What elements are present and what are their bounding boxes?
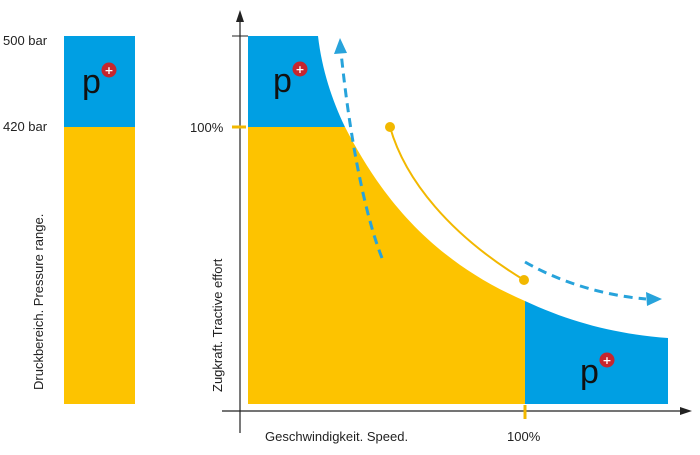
chart-axes: [222, 10, 692, 433]
high-pressure-area-top: [248, 36, 345, 127]
arrow-right-head-icon: [646, 292, 662, 306]
pressure-plus-icon: p +: [82, 62, 117, 101]
y-axis-arrow-icon: [236, 10, 244, 22]
x-axis-label: Geschwindigkeit. Speed.: [265, 429, 408, 444]
pressure-420-label: 420 bar: [3, 119, 48, 134]
y-axis-label: Zugkraft. Tractive effort: [210, 258, 225, 392]
curve-start-dot: [385, 122, 395, 132]
svg-text:p: p: [82, 63, 101, 101]
svg-text:p: p: [580, 353, 599, 391]
svg-text:+: +: [104, 64, 113, 77]
arrow-up-head-icon: [334, 38, 347, 54]
pressure-plus-icon: p +: [580, 352, 615, 391]
pressure-range-axis-label: Druckbereich. Pressure range.: [31, 214, 46, 390]
arrow-right-dashed: [524, 260, 647, 301]
high-pressure-area-right: [525, 301, 668, 404]
x-100-label: 100%: [507, 429, 541, 444]
svg-text:p: p: [273, 62, 292, 100]
normal-pressure-area: [248, 127, 525, 404]
y-100-label: 100%: [190, 120, 224, 135]
normal-pressure-segment: [64, 127, 135, 404]
svg-text:+: +: [295, 63, 304, 76]
operating-curve-line: [389, 126, 525, 281]
curve-end-dot: [519, 275, 529, 285]
pressure-500-label: 500 bar: [3, 33, 48, 48]
pressure-range-bar: [64, 36, 135, 404]
high-pressure-segment: [64, 36, 135, 127]
arrow-up-dashed: [339, 51, 384, 259]
x-axis-arrow-icon: [680, 407, 692, 415]
pressure-plus-icon: p +: [273, 61, 308, 100]
svg-text:+: +: [602, 354, 611, 367]
